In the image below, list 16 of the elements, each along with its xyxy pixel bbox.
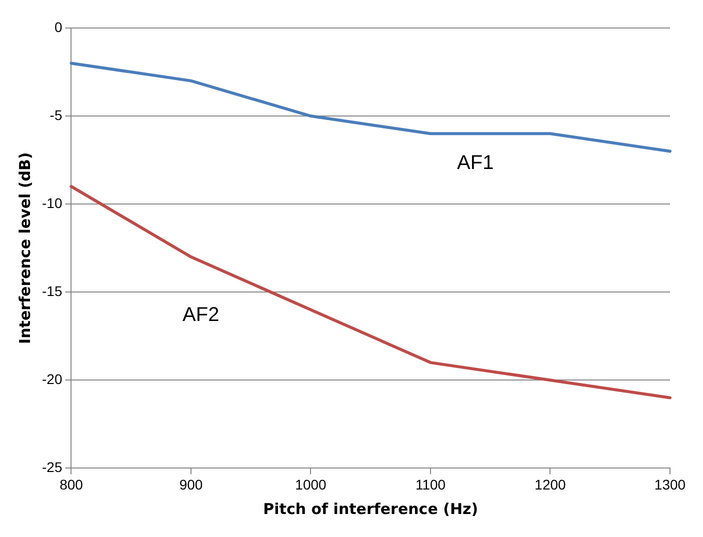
x-tick-label: 900 xyxy=(179,476,203,492)
series-label: AF1 xyxy=(457,152,494,174)
x-tick-label: 1000 xyxy=(295,476,327,492)
x-tick-label: 1300 xyxy=(654,476,686,492)
x-tick-label: 1200 xyxy=(534,476,566,492)
y-tick-label: -5 xyxy=(50,106,62,123)
x-tick-label: 800 xyxy=(60,476,84,492)
y-tick-label: -20 xyxy=(42,371,62,388)
y-tick-label: -25 xyxy=(42,459,62,476)
y-tick-label: 0 xyxy=(54,18,62,35)
y-axis-title: Interference level (dB) xyxy=(16,152,34,344)
y-tick-label: -15 xyxy=(42,282,62,299)
y-tick-label: -10 xyxy=(42,194,62,211)
x-tick-label: 1100 xyxy=(415,476,446,492)
x-axis-title: Pitch of interference (Hz) xyxy=(263,500,478,518)
series-label: AF2 xyxy=(182,304,220,326)
